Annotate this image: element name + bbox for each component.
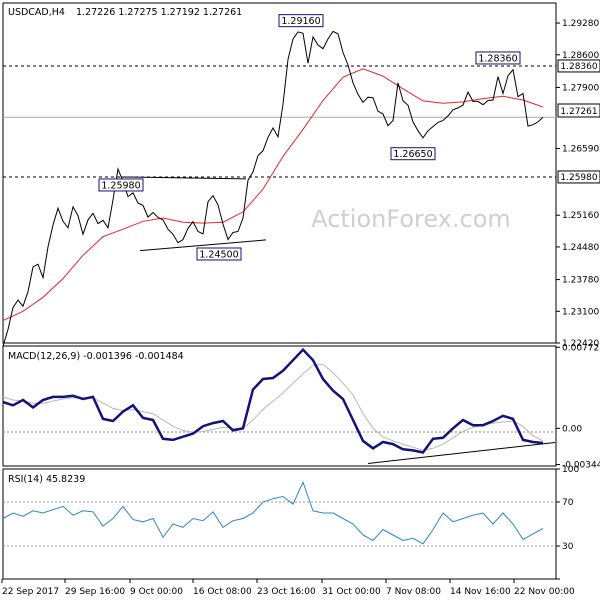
price-annotation-box — [390, 147, 436, 161]
rsi-axis: 100 70 30 — [3, 465, 579, 580]
watermark: ActionForex.com — [311, 205, 511, 233]
level-label: 1.25980 — [560, 173, 597, 183]
macd-tick-label: 0.007728 — [562, 343, 600, 353]
price-axis: 1.29280 1.28600 1.27900 1.26590 1.25160 1.244… — [556, 19, 599, 349]
rsi-tick-label: 30 — [562, 542, 574, 552]
level-label: 1.28360 — [560, 62, 597, 72]
moving-average-line — [2, 68, 544, 322]
macd-line — [2, 347, 544, 454]
time-tick-label: 31 Oct 00:00 — [322, 587, 381, 597]
time-tick-label: 22 Nov 00:00 — [514, 587, 575, 597]
time-tick-label: 16 Oct 08:00 — [193, 587, 252, 597]
last-price-box — [557, 103, 600, 118]
macd-axis: 0.007728 0.00 -0.003448 — [556, 343, 600, 471]
price-annotation-label: 1.29160 — [281, 16, 320, 27]
time-tick-label: 22 Sep 2017 — [2, 587, 59, 597]
price-tick-label: 1.28600 — [562, 51, 599, 61]
price-annotation-label: 1.25980 — [101, 180, 140, 191]
trendline — [139, 239, 267, 252]
price-tick-label: 1.24480 — [562, 243, 599, 253]
last-price-label: 1.27261 — [560, 107, 597, 117]
rsi-line — [2, 480, 544, 545]
chart-symbol: USDCAD,H4 — [8, 7, 65, 18]
price-tick-label: 1.29280 — [562, 19, 599, 29]
chart-ohlc: 1.27226 1.27275 1.27192 1.27261 — [76, 7, 242, 18]
price-annotation-box — [475, 51, 521, 65]
time-tick-label: 9 Oct 00:00 — [130, 587, 183, 597]
rsi-tick-label: 100 — [562, 465, 579, 475]
time-tick-label: 23 Oct 16:00 — [257, 587, 316, 597]
time-axis: 22 Sep 2017 29 Sep 16:00 9 Oct 00:00 16 Oct… — [1, 579, 575, 597]
level-label-box — [557, 170, 600, 184]
last-price-marker: 1.27261 — [557, 103, 600, 118]
macd-trendline — [367, 442, 556, 464]
price-annotation-box — [278, 14, 324, 28]
price-annotation-label: 1.28360 — [478, 53, 517, 64]
price-annotation-label: 1.24500 — [199, 249, 238, 260]
price-tick-label: 1.25160 — [562, 211, 599, 221]
level-label-box — [557, 59, 600, 73]
rsi-panel-frame — [2, 468, 557, 580]
time-tick-label: 14 Nov 16:00 — [450, 587, 511, 597]
macd-tick-label: -0.003448 — [562, 461, 600, 471]
price-annotation-box — [196, 247, 242, 261]
macd-tick-label: 0.00 — [562, 424, 582, 434]
rsi-tick-label: 70 — [562, 498, 574, 508]
price-annotation-box — [98, 178, 144, 192]
price-level-lines: 1.28360 1.25980 — [3, 59, 600, 184]
macd-trendline-segment — [367, 442, 556, 464]
price-panel-frame — [2, 2, 557, 344]
price-tick-label: 1.26590 — [562, 145, 599, 155]
price-annotations: 1.29160 1.25980 1.28360 1.26650 1.24500 — [98, 14, 521, 261]
price-annotation-label: 1.26650 — [393, 149, 432, 160]
trendline — [120, 176, 247, 180]
price-trendlines — [120, 176, 267, 252]
price-tick-label: 1.23100 — [562, 307, 599, 317]
macd-title: MACD(12,26,9) -0.001396 -0.001484 — [8, 351, 184, 362]
price-tick-label: 1.23780 — [562, 276, 599, 286]
time-tick-label: 29 Sep 16:00 — [65, 587, 125, 597]
macd-panel-frame — [2, 345, 557, 467]
price-line — [2, 30, 544, 347]
price-tick-label: 1.22420 — [562, 339, 599, 349]
rsi-title: RSI(14) 45.8239 — [8, 474, 85, 485]
time-tick-label: 7 Nov 08:00 — [386, 587, 441, 597]
price-tick-label: 1.27900 — [562, 83, 599, 93]
